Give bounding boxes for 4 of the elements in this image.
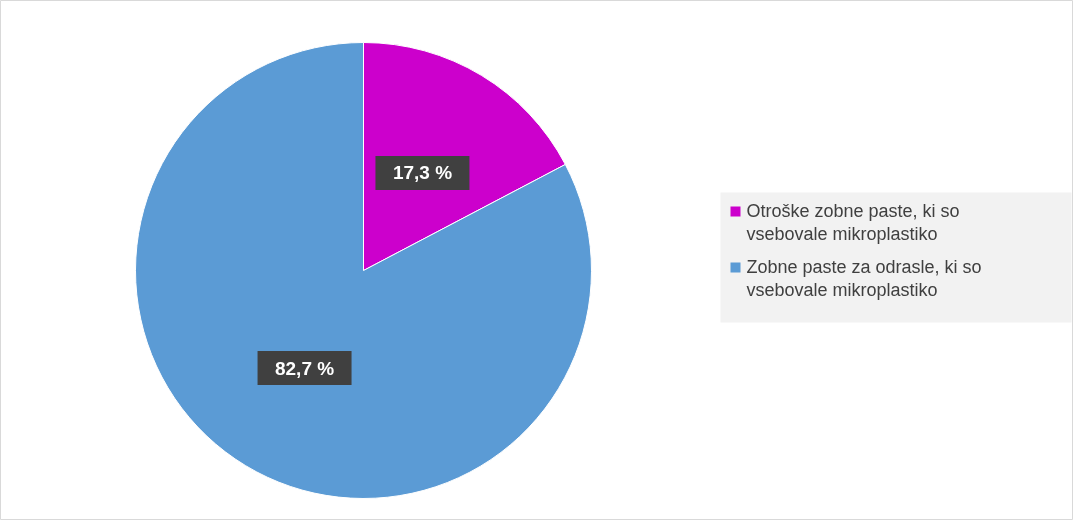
- data-label: 17,3 %: [392, 162, 453, 184]
- data-label: 82,7 %: [274, 357, 335, 379]
- legend-label: Otroške zobne paste, ki so vsebovale mikroplastiko: [746, 200, 960, 244]
- legend-label: Zobne paste za odrasle, ki so vsebovale mikroplastiko: [746, 256, 982, 300]
